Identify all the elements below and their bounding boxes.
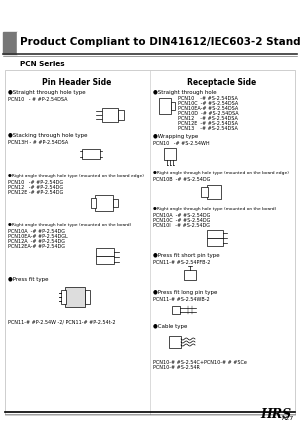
Bar — [82, 149, 100, 159]
Text: PCN10    -# #S-2.54DSA: PCN10 -# #S-2.54DSA — [178, 96, 238, 101]
Text: ●Press fit short pin type: ●Press fit short pin type — [153, 253, 220, 258]
Bar — [17, 32, 297, 54]
Bar — [169, 336, 181, 348]
Bar — [61, 290, 66, 304]
Text: ●Press fit type: ●Press fit type — [8, 277, 49, 282]
Text: PCN10-# #S-2.54R: PCN10-# #S-2.54R — [153, 365, 200, 370]
Text: ●Straight through hole type: ●Straight through hole type — [8, 90, 85, 95]
Text: ●Right angle through hole type (mounted on the board edge): ●Right angle through hole type (mounted … — [153, 171, 289, 175]
Text: ●Press fit long pin type: ●Press fit long pin type — [153, 290, 218, 295]
Bar — [159, 98, 171, 114]
Text: ●Right angle through hole type (mounted on the board edge): ●Right angle through hole type (mounted … — [8, 174, 144, 178]
Text: PCN10EA-# #P-2.54DGL: PCN10EA-# #P-2.54DGL — [8, 234, 68, 239]
Text: PCN12E  -# #S-2.54DSA: PCN12E -# #S-2.54DSA — [178, 121, 238, 126]
Text: ●Straight through hole: ●Straight through hole — [153, 90, 217, 95]
Text: PCN10   -# #P-2.54DG: PCN10 -# #P-2.54DG — [8, 180, 63, 185]
Bar — [95, 195, 113, 211]
Bar — [3, 32, 17, 54]
Bar — [113, 199, 118, 207]
Text: Product Compliant to DIN41612/IEC603-2 Standard: Product Compliant to DIN41612/IEC603-2 S… — [20, 37, 300, 47]
Text: ●Wrapping type: ●Wrapping type — [153, 134, 198, 139]
Text: PCN11-# #S-2.54PFB-2: PCN11-# #S-2.54PFB-2 — [153, 260, 210, 265]
Text: PCN10B  -# #S-2.54DG: PCN10B -# #S-2.54DG — [153, 177, 210, 182]
Bar — [85, 290, 90, 304]
Text: PCN12A  -# #P-2.54DG: PCN12A -# #P-2.54DG — [8, 239, 65, 244]
Bar — [184, 270, 196, 280]
Text: PCN10C  -# #S-2.54DSA: PCN10C -# #S-2.54DSA — [178, 101, 238, 106]
Text: PCN12    -# #S-2.54DSA: PCN12 -# #S-2.54DSA — [178, 116, 238, 121]
Bar — [102, 108, 118, 122]
Bar — [171, 102, 175, 110]
Bar — [96, 248, 114, 256]
Text: PCN10   - # #P-2.54DSA: PCN10 - # #P-2.54DSA — [8, 97, 68, 102]
Bar — [207, 238, 223, 246]
Text: ●Right angle through hole type (mounted on the board): ●Right angle through hole type (mounted … — [8, 223, 131, 227]
Text: PCN11-# #P-2.54W -2/ PCN11-# #P-2.54t-2: PCN11-# #P-2.54W -2/ PCN11-# #P-2.54t-2 — [8, 320, 115, 325]
Text: ●Right angle through hole type (mounted on the board): ●Right angle through hole type (mounted … — [153, 207, 276, 211]
Text: PCN12EA-# #P-2.54DG: PCN12EA-# #P-2.54DG — [8, 244, 65, 249]
Bar — [5, 70, 295, 415]
Bar — [65, 287, 85, 307]
Text: PCN10D  -# #S-2.54DSA: PCN10D -# #S-2.54DSA — [178, 111, 238, 116]
Text: A27: A27 — [282, 416, 294, 421]
Text: PCN10EA-# #S-2.54DSA: PCN10EA-# #S-2.54DSA — [178, 106, 238, 111]
Bar — [96, 256, 114, 264]
Bar — [201, 187, 208, 197]
Text: PCN10A  -# #P-2.54DG: PCN10A -# #P-2.54DG — [8, 229, 65, 234]
Bar — [118, 110, 124, 120]
Text: PCN13H - # #P-2.54DSA: PCN13H - # #P-2.54DSA — [8, 140, 68, 145]
Text: PCN Series: PCN Series — [20, 61, 64, 67]
Bar — [172, 306, 180, 314]
Text: ●Stacking through hole type: ●Stacking through hole type — [8, 133, 88, 138]
Text: PCN10-# #S-2.54C+PCN10-# # #SCe: PCN10-# #S-2.54C+PCN10-# # #SCe — [153, 360, 247, 365]
Bar — [207, 185, 221, 199]
Text: PCN11-# #S-2.54WB-2: PCN11-# #S-2.54WB-2 — [153, 297, 210, 302]
Text: PCN10A  -# #S-2.54DG: PCN10A -# #S-2.54DG — [153, 213, 210, 218]
Text: PCN13    -# #S-2.54DSA: PCN13 -# #S-2.54DSA — [178, 126, 238, 131]
Text: PCN12E -# #P-2.54DG: PCN12E -# #P-2.54DG — [8, 190, 63, 195]
Text: Pin Header Side: Pin Header Side — [42, 78, 112, 87]
Bar — [207, 230, 223, 238]
Text: PCN10C  -# #S-2.54DG: PCN10C -# #S-2.54DG — [153, 218, 210, 223]
Text: Receptacle Side: Receptacle Side — [188, 78, 256, 87]
Text: ●Cable type: ●Cable type — [153, 324, 188, 329]
Text: PCN10I   -# #S-2.54DG: PCN10I -# #S-2.54DG — [153, 223, 210, 228]
Text: PCN12   -# #P-2.54DG: PCN12 -# #P-2.54DG — [8, 185, 63, 190]
Text: HRS: HRS — [260, 408, 291, 421]
Text: PCN10   -# #S-2.54WH: PCN10 -# #S-2.54WH — [153, 141, 210, 146]
Bar — [164, 148, 176, 160]
Bar — [91, 198, 96, 208]
